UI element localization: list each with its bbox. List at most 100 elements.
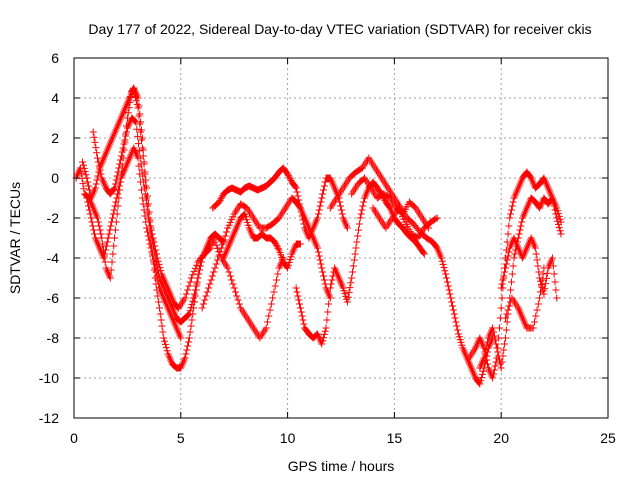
data-point — [509, 262, 517, 270]
data-point — [147, 226, 155, 234]
data-point — [483, 342, 491, 350]
data-point — [494, 348, 502, 356]
data-point — [102, 246, 110, 254]
data-point — [442, 270, 450, 278]
data-point — [101, 250, 109, 258]
data-point — [112, 176, 120, 184]
data-point — [501, 340, 509, 348]
data-point — [226, 272, 234, 280]
data-point — [186, 328, 194, 336]
data-point — [88, 218, 96, 226]
data-point — [553, 214, 561, 222]
data-point — [133, 125, 141, 133]
x-tick-label: 5 — [177, 430, 185, 446]
data-point — [293, 288, 301, 296]
data-point — [98, 234, 106, 242]
data-point — [77, 169, 85, 177]
data-point — [109, 250, 117, 258]
data-point — [132, 118, 140, 126]
data-point — [321, 280, 329, 288]
data-point — [187, 304, 195, 312]
data-point — [439, 260, 447, 268]
data-point — [154, 276, 162, 284]
data-point — [108, 258, 116, 266]
data-point — [187, 322, 195, 330]
data-point — [322, 324, 330, 332]
data-point — [185, 282, 193, 290]
data-point — [196, 266, 204, 274]
data-point — [136, 154, 144, 162]
data-point — [503, 318, 511, 326]
data-point — [533, 306, 541, 314]
data-point — [497, 304, 505, 312]
data-point — [292, 284, 300, 292]
data-point — [116, 160, 124, 168]
y-tick-label: -10 — [39, 370, 59, 386]
data-point — [535, 268, 543, 276]
axis-ticks: 0 5 10 15 20 25 -12 -10 -8 -6 -4 -2 0 2 4 6 — [39, 50, 616, 446]
data-point — [482, 346, 490, 354]
data-point — [134, 104, 142, 112]
data-point — [440, 264, 448, 272]
data-point — [437, 254, 445, 262]
data-point — [207, 244, 215, 252]
data-point — [84, 178, 92, 186]
data-point — [184, 312, 192, 320]
data-point — [89, 128, 97, 136]
data-point — [183, 346, 191, 354]
data-point — [211, 238, 219, 246]
data-point — [199, 300, 207, 308]
data-point — [497, 364, 505, 372]
data-point — [355, 226, 363, 234]
series-track — [211, 238, 287, 342]
data-point — [272, 276, 280, 284]
data-point — [498, 358, 506, 366]
data-point — [349, 262, 357, 270]
data-point — [114, 190, 122, 198]
data-point — [116, 178, 124, 186]
data-point — [286, 175, 294, 183]
data-point — [109, 210, 117, 218]
data-point — [153, 254, 161, 262]
data-point — [87, 214, 95, 222]
data-point — [91, 184, 99, 192]
data-point — [135, 112, 143, 120]
data-point — [80, 164, 88, 172]
data-point — [272, 240, 280, 248]
data-point — [529, 324, 537, 332]
series-track — [292, 178, 428, 348]
data-point — [266, 306, 274, 314]
data-point — [150, 238, 158, 246]
data-point — [219, 240, 227, 248]
data-point — [420, 250, 428, 258]
data-point — [184, 338, 192, 346]
data-point — [532, 250, 540, 258]
y-tick-label: -6 — [47, 290, 60, 306]
data-point — [120, 140, 128, 148]
data-point — [338, 210, 346, 218]
data-point — [294, 292, 302, 300]
data-point — [191, 264, 199, 272]
data-point — [357, 210, 365, 218]
data-point — [159, 328, 167, 336]
data-point — [484, 338, 492, 346]
data-point — [323, 316, 331, 324]
data-point — [294, 192, 302, 200]
data-point — [484, 360, 492, 368]
data-point — [480, 354, 488, 362]
data-point — [533, 256, 541, 264]
data-point — [134, 132, 142, 140]
data-point — [296, 203, 304, 211]
data-point — [223, 228, 231, 236]
data-point — [531, 244, 539, 252]
data-point — [156, 264, 164, 272]
data-point — [210, 268, 218, 276]
data-point — [235, 300, 243, 308]
data-point — [127, 91, 135, 99]
data-point — [349, 268, 357, 276]
data-point — [86, 210, 94, 218]
data-point — [106, 226, 114, 234]
data-point — [186, 278, 194, 286]
x-tick-label: 15 — [387, 430, 403, 446]
data-point — [503, 310, 511, 318]
